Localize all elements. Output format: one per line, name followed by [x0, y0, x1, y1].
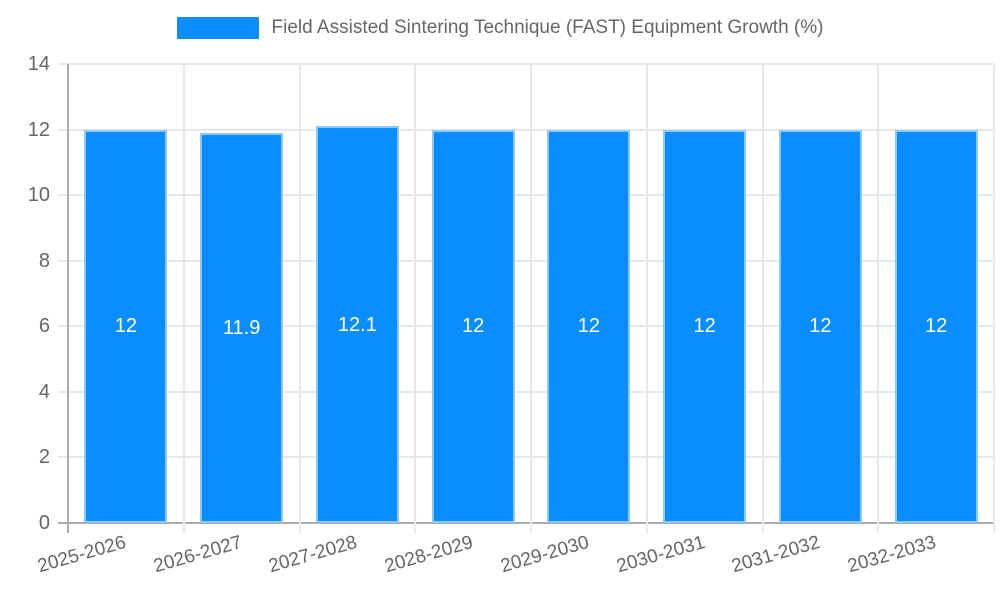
y-axis-tick-label: 2	[38, 446, 50, 469]
y-tick-mark	[58, 194, 68, 197]
x-tick-mark	[877, 523, 880, 533]
x-tick-mark	[645, 523, 648, 533]
v-gridline	[298, 64, 301, 523]
y-axis-tick-label: 14	[27, 53, 50, 75]
legend-swatch	[176, 17, 259, 39]
y-tick-mark	[58, 63, 68, 65]
bar-value-label: 11.9	[222, 316, 261, 339]
y-tick-mark	[58, 390, 68, 393]
x-axis-tick-label: 2031-2032	[729, 531, 823, 578]
bar[interactable]: 11.9	[200, 132, 284, 523]
y-axis-tick-label: 0	[38, 512, 50, 534]
v-gridline	[645, 64, 648, 523]
y-tick-mark	[58, 456, 68, 459]
v-gridline	[182, 64, 185, 523]
x-tick-mark	[761, 523, 764, 533]
x-tick-mark	[993, 523, 995, 533]
y-tick-mark	[58, 522, 68, 524]
bar[interactable]: 12	[663, 129, 747, 523]
y-axis-tick-label: 8	[38, 249, 50, 272]
y-axis-tick-label: 4	[38, 380, 50, 403]
bar-value-label: 12	[693, 315, 716, 338]
bar-value-label: 12.1	[337, 313, 377, 336]
x-axis-tick-label: 2032-2033	[845, 531, 939, 578]
y-tick-mark	[58, 259, 68, 262]
legend-item[interactable]: Field Assisted Sintering Technique (FAST…	[176, 17, 824, 39]
bar-value-label: 12	[462, 315, 485, 338]
bar[interactable]: 12	[84, 129, 168, 523]
x-tick-mark	[182, 523, 185, 533]
v-gridline	[993, 64, 995, 523]
x-tick-mark	[298, 523, 301, 533]
x-tick-mark	[530, 523, 532, 533]
x-tick-mark	[67, 523, 69, 533]
x-axis-tick-label: 2027-2028	[266, 531, 360, 578]
bar[interactable]: 12	[431, 129, 515, 523]
x-axis-tick-label: 2028-2029	[382, 531, 476, 578]
y-axis-tick-label: 10	[27, 184, 50, 207]
y-axis-tick-label: 6	[38, 315, 50, 338]
bar-value-label: 12	[925, 315, 948, 338]
v-gridline	[877, 64, 880, 523]
x-axis-tick-label: 2030-2031	[613, 531, 708, 578]
bar-value-label: 12	[114, 315, 137, 338]
bar-value-label: 12	[809, 315, 832, 338]
y-axis-tick-label: 12	[27, 118, 50, 141]
y-axis-line	[67, 64, 69, 523]
x-tick-mark	[414, 523, 417, 533]
v-gridline	[414, 64, 417, 523]
bar[interactable]: 12	[778, 129, 862, 523]
x-axis-tick-label: 2029-2030	[498, 531, 592, 578]
x-axis-tick-label: 2025-2026	[35, 531, 129, 578]
bar[interactable]: 12.1	[315, 126, 399, 523]
y-tick-mark	[58, 128, 68, 131]
y-tick-mark	[58, 325, 68, 328]
bar[interactable]: 12	[894, 129, 978, 523]
legend: Field Assisted Sintering Technique (FAST…	[0, 17, 1000, 39]
bar-value-label: 12	[577, 315, 600, 338]
x-axis-tick-label: 2026-2027	[150, 531, 245, 578]
v-gridline	[530, 64, 532, 523]
bar[interactable]: 12	[547, 129, 631, 523]
v-gridline	[761, 64, 764, 523]
legend-label: Field Assisted Sintering Technique (FAST…	[271, 17, 824, 38]
